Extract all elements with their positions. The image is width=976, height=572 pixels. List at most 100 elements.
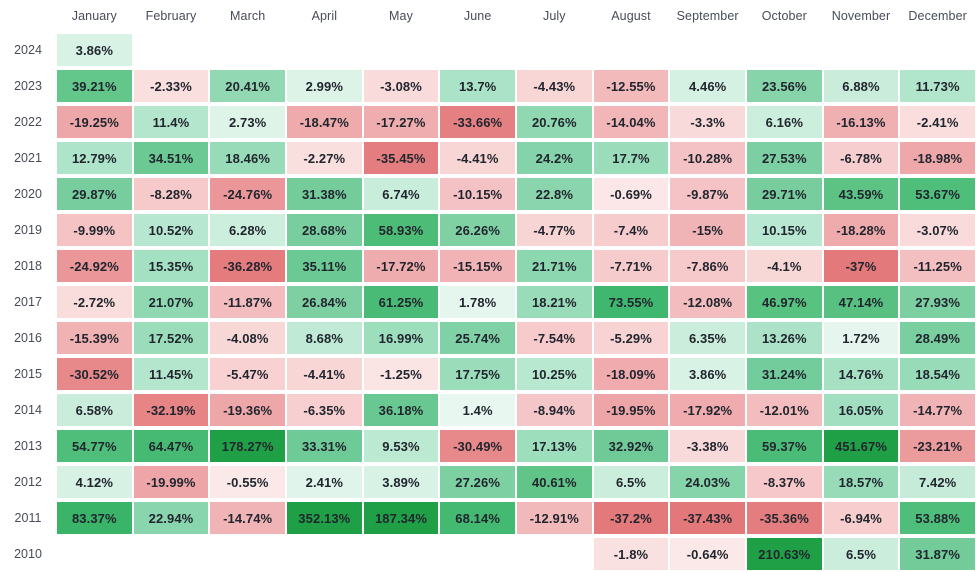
row-label-2024: 2024 bbox=[0, 32, 56, 68]
heatmap-cell: -2.33% bbox=[133, 70, 209, 102]
heatmap-cell: -33.66% bbox=[440, 106, 515, 138]
heatmap-cell: 28.49% bbox=[900, 322, 975, 354]
heatmap-cell: -32.19% bbox=[133, 394, 209, 426]
heatmap-cell: -18.28% bbox=[823, 214, 899, 246]
heatmap-cell: 3.86% bbox=[670, 358, 745, 390]
heatmap-cell: 22.8% bbox=[516, 178, 592, 210]
heatmap-cell: 1.72% bbox=[823, 322, 899, 354]
column-header-april: April bbox=[285, 0, 363, 32]
heatmap-cell: 6.16% bbox=[746, 106, 822, 138]
heatmap-cell: 8.68% bbox=[286, 322, 362, 354]
heatmap-cell: 1.4% bbox=[440, 394, 515, 426]
heatmap-cell: 13.7% bbox=[440, 70, 515, 102]
heatmap-cell: 9.53% bbox=[363, 430, 439, 462]
heatmap-cell bbox=[133, 538, 209, 570]
heatmap-cell: 3.89% bbox=[363, 466, 439, 498]
heatmap-cell bbox=[57, 538, 132, 570]
row-label-2018: 2018 bbox=[0, 248, 56, 284]
heatmap-cell: -11.25% bbox=[900, 250, 975, 282]
heatmap-cell: -16.13% bbox=[823, 106, 899, 138]
heatmap-cell: -8.37% bbox=[746, 466, 822, 498]
heatmap-cell: -15% bbox=[670, 214, 745, 246]
heatmap-cell: -35.45% bbox=[363, 142, 439, 174]
heatmap-cell: 46.97% bbox=[746, 286, 822, 318]
heatmap-cell: -11.87% bbox=[210, 286, 285, 318]
heatmap-cell bbox=[516, 34, 592, 66]
heatmap-cell bbox=[440, 538, 515, 570]
heatmap-cell: -12.08% bbox=[670, 286, 745, 318]
row-label-2017: 2017 bbox=[0, 284, 56, 320]
column-header-november: November bbox=[822, 0, 900, 32]
row-label-2013: 2013 bbox=[0, 428, 56, 464]
heatmap-cell: -7.86% bbox=[670, 250, 745, 282]
heatmap-cell: 11.73% bbox=[900, 70, 975, 102]
heatmap-cell: -3.08% bbox=[363, 70, 439, 102]
heatmap-cell: 6.28% bbox=[210, 214, 285, 246]
column-header-march: March bbox=[209, 0, 286, 32]
heatmap-cell: -1.25% bbox=[363, 358, 439, 390]
heatmap-cell: -3.3% bbox=[670, 106, 745, 138]
heatmap-cell: 31.24% bbox=[746, 358, 822, 390]
heatmap-cell: 7.42% bbox=[900, 466, 975, 498]
heatmap-cell: -36.28% bbox=[210, 250, 285, 282]
column-header-july: July bbox=[515, 0, 593, 32]
column-header-september: September bbox=[669, 0, 746, 32]
heatmap-cell: 15.35% bbox=[133, 250, 209, 282]
heatmap-cell: -12.55% bbox=[593, 70, 669, 102]
heatmap-cell: 31.87% bbox=[900, 538, 975, 570]
heatmap-cell: -30.49% bbox=[440, 430, 515, 462]
column-header-august: August bbox=[592, 0, 670, 32]
row-label-2022: 2022 bbox=[0, 104, 56, 140]
heatmap-cell: -5.29% bbox=[593, 322, 669, 354]
heatmap-cell bbox=[670, 34, 745, 66]
heatmap-cell: -4.41% bbox=[286, 358, 362, 390]
heatmap-cell: 36.18% bbox=[363, 394, 439, 426]
heatmap-cell: 39.21% bbox=[57, 70, 132, 102]
heatmap-cell: 61.25% bbox=[363, 286, 439, 318]
heatmap-cell: 2.99% bbox=[286, 70, 362, 102]
heatmap-cell: 210.63% bbox=[746, 538, 822, 570]
heatmap-cell: 178.27% bbox=[210, 430, 285, 462]
row-label-2014: 2014 bbox=[0, 392, 56, 428]
heatmap-cell: 2.73% bbox=[210, 106, 285, 138]
heatmap-cell bbox=[593, 34, 669, 66]
heatmap-cell: 68.14% bbox=[440, 502, 515, 534]
heatmap-cell bbox=[210, 538, 285, 570]
row-label-2021: 2021 bbox=[0, 140, 56, 176]
heatmap-cell bbox=[363, 34, 439, 66]
heatmap-cell: -37.43% bbox=[670, 502, 745, 534]
heatmap-cell: -37% bbox=[823, 250, 899, 282]
heatmap-cell bbox=[133, 34, 209, 66]
heatmap-cell: 3.86% bbox=[57, 34, 132, 66]
heatmap-cell: -10.28% bbox=[670, 142, 745, 174]
heatmap-cell: -19.25% bbox=[57, 106, 132, 138]
heatmap-cell: 10.15% bbox=[746, 214, 822, 246]
heatmap-cell: -8.94% bbox=[516, 394, 592, 426]
row-label-2023: 2023 bbox=[0, 68, 56, 104]
heatmap-cell: 31.38% bbox=[286, 178, 362, 210]
heatmap-cell: 25.74% bbox=[440, 322, 515, 354]
heatmap-cell: 21.07% bbox=[133, 286, 209, 318]
column-header-october: October bbox=[745, 0, 823, 32]
row-label-2019: 2019 bbox=[0, 212, 56, 248]
row-label-2015: 2015 bbox=[0, 356, 56, 392]
heatmap-cell: -9.87% bbox=[670, 178, 745, 210]
heatmap-cell: 83.37% bbox=[57, 502, 132, 534]
heatmap-cell: 6.88% bbox=[823, 70, 899, 102]
heatmap-cell: 26.84% bbox=[286, 286, 362, 318]
heatmap-cell: 32.92% bbox=[593, 430, 669, 462]
heatmap-cell: 53.67% bbox=[900, 178, 975, 210]
heatmap-cell: 17.7% bbox=[593, 142, 669, 174]
heatmap-cell: 18.21% bbox=[516, 286, 592, 318]
heatmap-cell: 17.52% bbox=[133, 322, 209, 354]
heatmap-cell: 64.47% bbox=[133, 430, 209, 462]
heatmap-cell: 59.37% bbox=[746, 430, 822, 462]
heatmap-cell bbox=[286, 538, 362, 570]
column-header-december: December bbox=[899, 0, 976, 32]
heatmap-cell: -23.21% bbox=[900, 430, 975, 462]
heatmap-cell: -1.8% bbox=[593, 538, 669, 570]
heatmap-cell: 26.26% bbox=[440, 214, 515, 246]
heatmap-cell: -14.74% bbox=[210, 502, 285, 534]
heatmap-cell: -4.1% bbox=[746, 250, 822, 282]
